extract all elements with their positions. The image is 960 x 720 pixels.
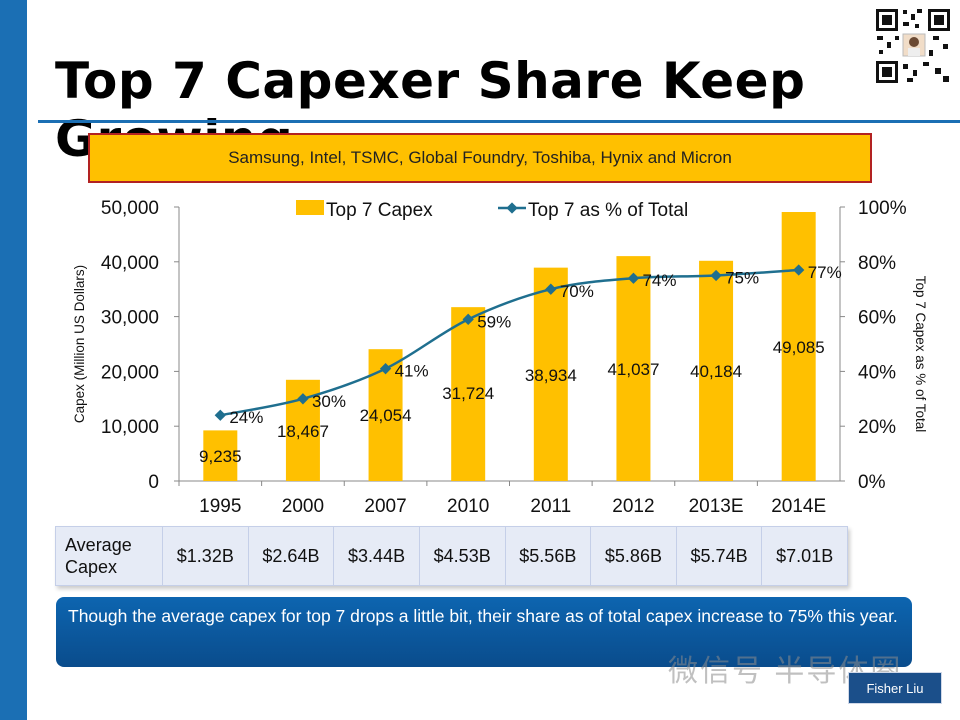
share-value-label: 77%: [808, 263, 842, 282]
bar: [699, 260, 734, 481]
table-cell: $2.64B: [247, 526, 335, 586]
share-value-label: 59%: [477, 312, 511, 331]
x-tick-label: 1995: [199, 496, 241, 517]
share-point: [710, 269, 722, 282]
share-value-label: 75%: [725, 269, 759, 288]
share-point: [297, 393, 309, 405]
qr-code-icon: [873, 6, 953, 86]
bar-value-label: 9,235: [199, 447, 242, 466]
legend-swatch-marker: [506, 202, 518, 214]
share-point: [379, 363, 392, 375]
table-cell: $4.53B: [418, 526, 506, 586]
share-point: [793, 264, 805, 276]
share-value-label: 41%: [395, 362, 429, 381]
share-point: [462, 313, 474, 325]
share-value-label: 70%: [560, 282, 594, 301]
y-tick-label: 50,000: [101, 198, 159, 219]
share-value-label: 24%: [229, 408, 263, 427]
bar-value-label: 40,184: [690, 362, 742, 381]
table-header-cell: Average Capex: [55, 526, 163, 586]
bar: [781, 212, 816, 481]
y-tick-label: 10,000: [101, 417, 159, 438]
table-cell: $5.56B: [504, 526, 592, 586]
y-tick-label: 30,000: [101, 308, 159, 329]
x-tick-label: 2010: [447, 496, 489, 517]
table-cell: $5.86B: [590, 526, 677, 586]
table-header-line2: Capex: [65, 557, 118, 577]
legend-swatch-bar: [296, 200, 324, 215]
y2-tick-label: 80%: [858, 253, 896, 274]
bar-value-label: 49,085: [773, 338, 825, 357]
y-tick-label: 20,000: [101, 362, 159, 383]
y2-tick-label: 100%: [858, 198, 907, 219]
legend-label-line: Top 7 as % of Total: [528, 200, 688, 221]
table-cell: $7.01B: [761, 526, 848, 586]
share-value-label: 74%: [642, 271, 676, 290]
bar: [533, 267, 568, 481]
x-tick-label: 2012: [612, 496, 654, 517]
share-point: [545, 283, 557, 295]
bar-value-label: 38,934: [525, 366, 577, 385]
x-tick-label: 2014E: [771, 496, 826, 517]
table-cell: $1.32B: [162, 526, 249, 586]
bar: [203, 430, 238, 481]
bar-value-label: 18,467: [277, 422, 329, 441]
share-point: [214, 409, 226, 421]
author-badge: Fisher Liu: [848, 672, 942, 704]
x-tick-label: 2011: [530, 496, 571, 517]
x-tick-label: 2000: [282, 496, 324, 517]
bar-value-label: 41,037: [607, 360, 659, 379]
y2-tick-label: 20%: [858, 417, 896, 438]
y2-tick-label: 60%: [858, 308, 896, 329]
y2-tick-label: 40%: [858, 362, 896, 383]
legend-label-bar: Top 7 Capex: [326, 200, 433, 221]
share-value-label: 30%: [312, 392, 346, 411]
y-tick-label: 40,000: [101, 253, 159, 274]
table-cell: $3.44B: [333, 526, 420, 586]
company-list-banner: Samsung, Intel, TSMC, Global Foundry, To…: [88, 133, 872, 183]
table-header-line1: Average: [65, 535, 132, 555]
bar: [616, 256, 651, 481]
bar: [451, 307, 486, 481]
y-axis-title: Capex (Million US Dollars): [72, 265, 87, 423]
title-divider: [38, 120, 960, 123]
x-tick-label: 2013E: [689, 496, 744, 517]
bar-value-label: 31,724: [442, 384, 494, 403]
accent-side-bar: [0, 0, 27, 720]
share-point: [627, 272, 640, 284]
average-capex-table: Average Capex $1.32B $2.64B $3.44B $4.53…: [55, 526, 848, 586]
summary-note: Though the average capex for top 7 drops…: [56, 597, 912, 667]
y-tick-label: 0: [148, 472, 159, 493]
y2-tick-label: 0%: [858, 472, 886, 493]
table-row: Average Capex $1.32B $2.64B $3.44B $4.53…: [55, 526, 848, 586]
share-line: [220, 268, 799, 417]
capex-chart: 0 10,000 20,000 30,000 40,000 50,000 0% 20% 40% 6…: [72, 198, 928, 517]
x-tick-label: 2007: [364, 496, 406, 517]
table-cell: $5.74B: [675, 526, 763, 586]
y2-axis-title: Top 7 Capex as % of Total: [913, 276, 928, 433]
bar-value-label: 24,054: [360, 406, 412, 425]
